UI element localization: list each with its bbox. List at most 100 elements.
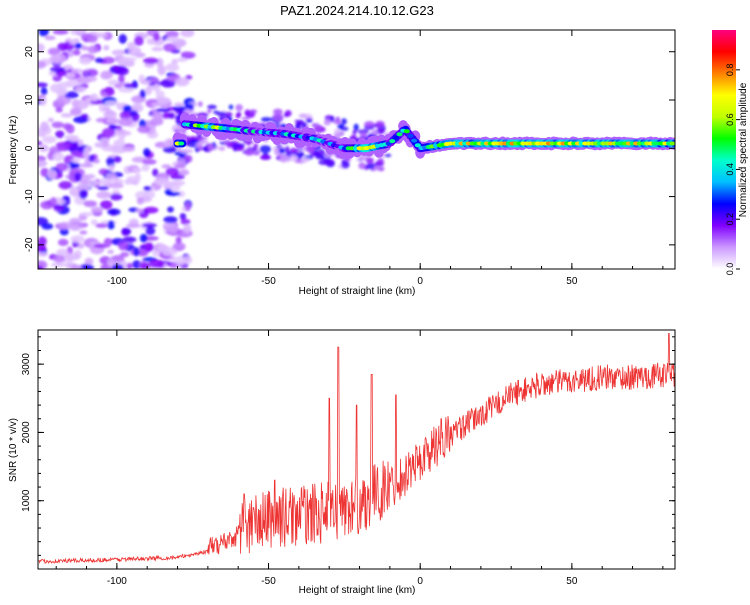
scatter-blob — [207, 144, 215, 151]
noise-blob — [40, 200, 54, 210]
spectrogram-marks — [38, 30, 675, 269]
noise-blob — [167, 206, 174, 213]
noise-blob — [143, 186, 152, 191]
noise-blob — [65, 124, 75, 134]
noise-blob — [86, 179, 98, 187]
spectrogram-y-label: Frequency (Hz) — [8, 116, 19, 185]
y-tick-label: 2000 — [21, 421, 32, 444]
scatter-blob — [260, 117, 272, 122]
noise-blob — [70, 30, 77, 36]
noise-blob — [64, 134, 79, 141]
noise-blob — [144, 242, 154, 253]
ridge-core — [392, 135, 399, 140]
ridge-core — [411, 138, 418, 143]
noise-blob — [165, 30, 179, 38]
snr-panel: -100 -50 0 50 1000 2000 3000 Height of straig… — [8, 329, 676, 596]
noise-blob — [139, 233, 148, 243]
figure-title: PAZ1.2024.214.10.12.G23 — [280, 3, 434, 18]
noise-blob — [51, 121, 64, 129]
scatter-blob — [366, 162, 376, 170]
noise-blob — [106, 117, 122, 125]
noise-blob — [38, 60, 47, 69]
noise-blob — [148, 259, 165, 268]
noise-blob — [86, 174, 95, 179]
noise-blob — [83, 200, 98, 208]
noise-blob — [162, 146, 177, 154]
spectrogram-y-axis: -20 -10 0 10 20 — [24, 46, 675, 252]
noise-blob — [140, 262, 150, 269]
noise-blob — [109, 193, 123, 201]
scatter-blob — [352, 129, 357, 135]
noise-blob — [47, 47, 61, 56]
noise-blob — [65, 253, 80, 261]
spectrogram-x-axis: -100 -50 0 50 — [55, 30, 664, 287]
ridge-core — [389, 139, 396, 144]
noise-blob — [148, 77, 160, 83]
noise-blob — [60, 113, 73, 118]
noise-blob — [50, 53, 67, 64]
noise-blob — [70, 151, 83, 157]
noise-blob — [179, 148, 194, 154]
noise-blob — [174, 255, 186, 266]
colorbar-tick-label: 0.8 — [725, 64, 735, 77]
noise-blob — [122, 105, 133, 112]
noise-blob — [184, 201, 192, 212]
noise-blob — [150, 117, 164, 126]
noise-blob — [55, 130, 65, 139]
noise-blob — [118, 87, 135, 93]
noise-blob — [150, 112, 163, 119]
noise-blob — [44, 35, 56, 41]
noise-blob — [131, 102, 144, 113]
scatter-blob — [333, 119, 342, 125]
noise-blob — [70, 235, 85, 243]
snr-frame — [37, 329, 676, 570]
colorbar-tick-label: 0.6 — [725, 113, 735, 126]
noise-blob — [180, 218, 191, 225]
noise-blob — [166, 224, 178, 233]
ridge-core — [403, 129, 410, 134]
snr-marks — [38, 332, 675, 565]
scatter-blob — [284, 109, 292, 117]
noise-blob — [85, 145, 93, 153]
noise-blob — [52, 152, 64, 162]
noise-blob — [57, 86, 68, 96]
noise-blob — [38, 265, 44, 269]
noise-blob — [58, 221, 73, 230]
noise-blob — [124, 83, 137, 89]
noise-blob — [76, 30, 87, 34]
scatter-blob — [207, 104, 217, 110]
noise-blob — [125, 223, 141, 229]
x-tick-label: 50 — [566, 576, 578, 587]
ridge-core — [407, 133, 414, 138]
scatter-blob — [236, 111, 242, 118]
noise-blob — [96, 181, 109, 186]
noise-blob — [106, 157, 115, 165]
colorbar-tick-label: 0.0 — [725, 263, 735, 276]
scatter-blob — [249, 109, 258, 114]
noise-blob — [121, 227, 132, 236]
noise-blob — [133, 247, 140, 257]
scatter-blob — [334, 128, 340, 134]
noise-blob — [107, 208, 121, 216]
noise-blob — [58, 180, 73, 190]
noise-blob — [57, 238, 69, 246]
ridge-core — [396, 132, 403, 137]
x-tick-label: 50 — [566, 276, 578, 287]
noise-blob — [62, 195, 71, 201]
scatter-blob — [200, 136, 208, 140]
noise-blob — [38, 159, 48, 168]
scatter-blob — [365, 157, 374, 164]
noise-blob — [116, 66, 129, 76]
noise-blob — [52, 30, 69, 35]
noise-blob — [98, 168, 109, 176]
noise-blob — [72, 49, 81, 56]
x-tick-label: -50 — [261, 276, 276, 287]
noise-blob — [155, 108, 171, 113]
noise-blob — [165, 63, 180, 72]
noise-blob — [118, 118, 133, 127]
noise-blob — [53, 255, 65, 263]
scatter-blob — [189, 139, 200, 143]
noise-blob — [169, 180, 186, 186]
noise-blob — [171, 58, 179, 65]
colorbar-tick-label: 0.4 — [725, 163, 735, 176]
